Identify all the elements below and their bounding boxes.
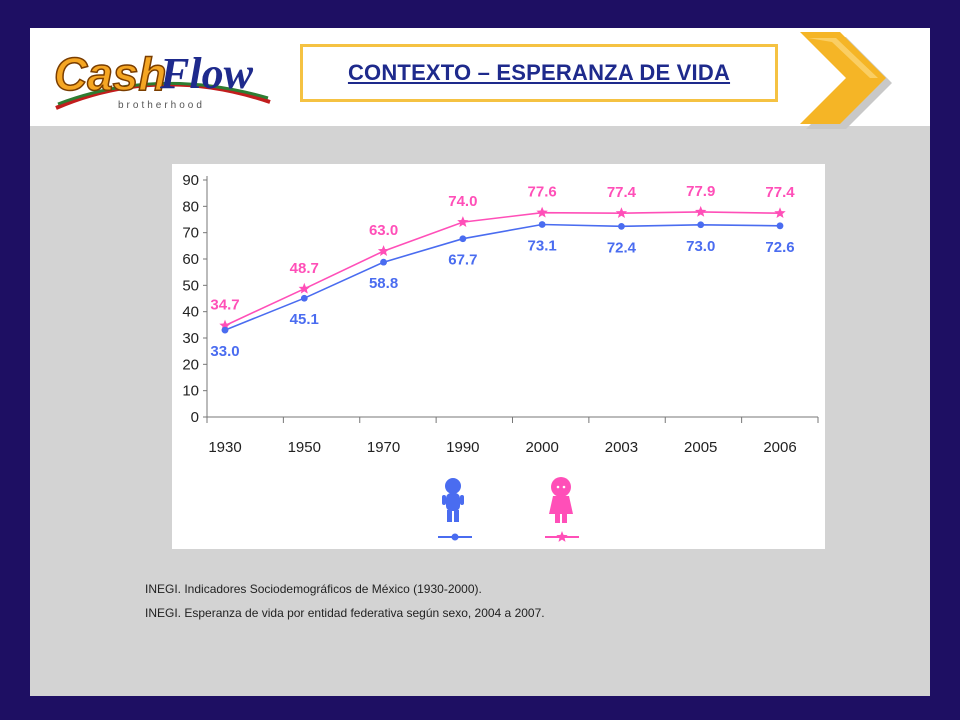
chart-legend — [438, 477, 579, 542]
y-tick-label: 10 — [182, 383, 199, 400]
data-point-male — [776, 222, 784, 230]
x-tick-label: 2000 — [525, 439, 558, 456]
data-point-male — [618, 222, 625, 230]
data-label-female: 74.0 — [448, 193, 477, 210]
data-label-male: 72.6 — [765, 239, 794, 256]
data-point-female — [615, 207, 628, 218]
y-tick-label: 0 — [191, 409, 199, 426]
data-label-male: 58.8 — [369, 275, 398, 292]
data-point-male — [538, 221, 546, 228]
title-box: CONTEXTO – ESPERANZA DE VIDA — [300, 44, 778, 102]
chart-axes: 0 10 20 30 40 50 60 70 80 90 1930 1950 1970 1990 2000 2… — [182, 172, 819, 456]
header-bar: Cash Flow brotherhood CONTEXTO – ESPERAN… — [30, 28, 930, 129]
page-title: CONTEXTO – ESPERANZA DE VIDA — [347, 60, 731, 85]
y-tick-label: 20 — [182, 356, 199, 373]
data-label-female: 48.7 — [290, 260, 319, 277]
life-expectancy-chart: 0 10 20 30 40 50 60 70 80 90 1930 1950 1970 1990 2000 2… — [182, 172, 819, 542]
data-label-male: 73.1 — [528, 238, 557, 255]
source-line-1: INEGI. Indicadores Sociodemográficos de … — [145, 582, 482, 596]
chart-panel: 0 10 20 30 40 50 60 70 80 90 1930 1950 1970 1990 2000 2… — [172, 164, 825, 549]
data-point-male — [459, 235, 467, 243]
data-label-male: 73.0 — [686, 238, 715, 255]
x-tick-label: 1970 — [367, 439, 400, 456]
chart-marks — [219, 205, 786, 334]
slide: Cash Flow brotherhood CONTEXTO – ESPERAN… — [30, 28, 930, 696]
chart-data-labels: 34.7 48.7 63.0 74.0 77.6 77.4 77.9 77.4 33.0 45.1… — [210, 183, 795, 360]
data-point-female — [774, 207, 786, 218]
data-label-male: 67.7 — [448, 252, 477, 269]
girl-icon — [549, 477, 573, 523]
x-tick-label: 1950 — [288, 439, 321, 456]
data-point-female — [695, 205, 707, 217]
data-point-female — [298, 282, 310, 294]
logo-flow-text: Flow — [159, 49, 254, 98]
data-point-male — [300, 294, 308, 302]
y-tick-label: 90 — [182, 172, 199, 189]
data-label-female: 77.4 — [607, 184, 637, 201]
series-line-male — [224, 223, 781, 331]
legend-male-marker — [438, 533, 472, 541]
data-label-male: 33.0 — [210, 343, 239, 360]
x-tick-label: 1990 — [446, 439, 479, 456]
legend-female-marker — [545, 531, 579, 542]
data-point-male — [380, 258, 387, 266]
cashflow-logo: Cash Flow brotherhood — [53, 47, 271, 111]
chevron-right-icon — [800, 32, 892, 129]
x-tick-label: 1930 — [208, 439, 241, 456]
boy-icon — [442, 478, 464, 522]
data-point-female — [457, 216, 469, 227]
data-point-male — [221, 326, 229, 334]
logo-cash-text: Cash — [54, 48, 166, 100]
data-point-female — [377, 245, 390, 256]
y-tick-label: 80 — [182, 198, 199, 215]
data-point-female — [536, 206, 548, 218]
data-label-male: 45.1 — [290, 311, 319, 328]
data-label-female: 63.0 — [369, 222, 398, 239]
x-tick-label: 2006 — [763, 439, 796, 456]
data-label-female: 77.6 — [528, 184, 557, 201]
data-label-female: 77.9 — [686, 183, 715, 200]
y-tick-label: 40 — [182, 304, 199, 321]
data-label-female: 34.7 — [210, 297, 239, 314]
logo-subtext: brotherhood — [118, 100, 205, 111]
y-tick-label: 50 — [182, 277, 199, 294]
source-line-2: INEGI. Esperanza de vida por entidad fed… — [145, 606, 545, 620]
sources: INEGI. Indicadores Sociodemográficos de … — [145, 582, 545, 630]
data-label-male: 72.4 — [607, 239, 637, 256]
y-tick-label: 60 — [182, 251, 199, 268]
x-tick-label: 2005 — [684, 439, 717, 456]
data-label-female: 77.4 — [765, 184, 795, 201]
series-line-female — [224, 211, 781, 327]
data-point-male — [697, 221, 705, 229]
y-tick-label: 70 — [182, 225, 199, 242]
y-tick-label: 30 — [182, 330, 199, 347]
x-tick-label: 2003 — [605, 439, 638, 456]
data-point-female — [219, 319, 231, 331]
chart-lines — [224, 211, 781, 331]
